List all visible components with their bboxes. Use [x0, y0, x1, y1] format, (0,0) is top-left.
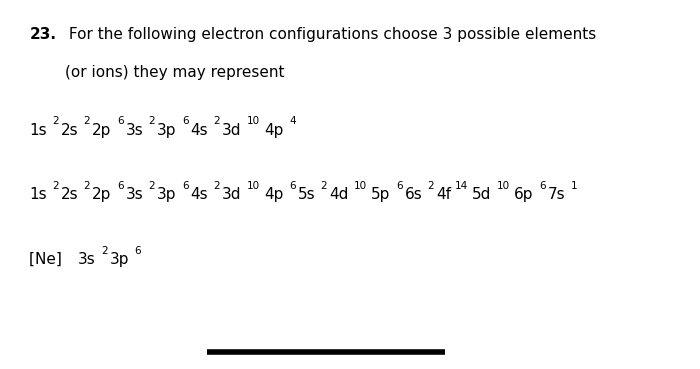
Text: 2: 2 — [214, 116, 220, 126]
Text: 3p: 3p — [157, 187, 176, 202]
Text: 5s: 5s — [298, 187, 315, 202]
Text: 3s: 3s — [125, 187, 144, 202]
Text: 5p: 5p — [371, 187, 390, 202]
Text: 4d: 4d — [329, 187, 349, 202]
Text: 1: 1 — [570, 181, 578, 191]
Text: 6: 6 — [182, 181, 189, 191]
Text: 10: 10 — [247, 116, 260, 126]
Text: 2s: 2s — [61, 123, 78, 138]
Text: 6: 6 — [117, 116, 124, 126]
Text: 10: 10 — [354, 181, 367, 191]
Text: 6: 6 — [182, 116, 189, 126]
Text: 2: 2 — [83, 116, 90, 126]
Text: 5d: 5d — [473, 187, 491, 202]
Text: 14: 14 — [455, 181, 468, 191]
Text: 6: 6 — [396, 181, 402, 191]
Text: 6: 6 — [117, 181, 124, 191]
Text: 23.: 23. — [29, 27, 57, 42]
Text: 2: 2 — [214, 181, 220, 191]
Text: 2s: 2s — [61, 187, 78, 202]
Text: 4s: 4s — [190, 187, 209, 202]
Text: 2: 2 — [83, 181, 90, 191]
Text: [Ne]: [Ne] — [29, 252, 67, 267]
Text: 2: 2 — [148, 181, 155, 191]
Text: 3s: 3s — [78, 252, 96, 267]
Text: 1s: 1s — [29, 187, 47, 202]
Text: 2: 2 — [321, 181, 327, 191]
Text: 3d: 3d — [222, 187, 242, 202]
Text: 3p: 3p — [110, 252, 129, 267]
Text: 2p: 2p — [92, 187, 111, 202]
Text: 3d: 3d — [222, 123, 242, 138]
Text: 10: 10 — [497, 181, 510, 191]
Text: 4s: 4s — [190, 123, 209, 138]
Text: 6: 6 — [289, 181, 295, 191]
Text: 4p: 4p — [264, 123, 284, 138]
Text: For the following electron configurations choose 3 possible elements: For the following electron configuration… — [64, 27, 596, 42]
Text: (or ions) they may represent: (or ions) they may represent — [65, 65, 285, 80]
Text: 2: 2 — [148, 116, 155, 126]
Text: 2: 2 — [52, 116, 59, 126]
Text: 4: 4 — [289, 116, 295, 126]
Text: 2p: 2p — [92, 123, 111, 138]
Text: 6p: 6p — [514, 187, 533, 202]
Text: 6: 6 — [134, 245, 141, 255]
Text: 4f: 4f — [436, 187, 451, 202]
Text: 3s: 3s — [125, 123, 144, 138]
Text: 1s: 1s — [29, 123, 47, 138]
Text: 2: 2 — [101, 245, 108, 255]
Text: 2: 2 — [427, 181, 434, 191]
Text: 3p: 3p — [157, 123, 176, 138]
Text: 7s: 7s — [548, 187, 566, 202]
Text: 6: 6 — [540, 181, 546, 191]
Text: 10: 10 — [247, 181, 260, 191]
Text: 6s: 6s — [405, 187, 422, 202]
Text: 2: 2 — [52, 181, 59, 191]
Text: 4p: 4p — [264, 187, 284, 202]
